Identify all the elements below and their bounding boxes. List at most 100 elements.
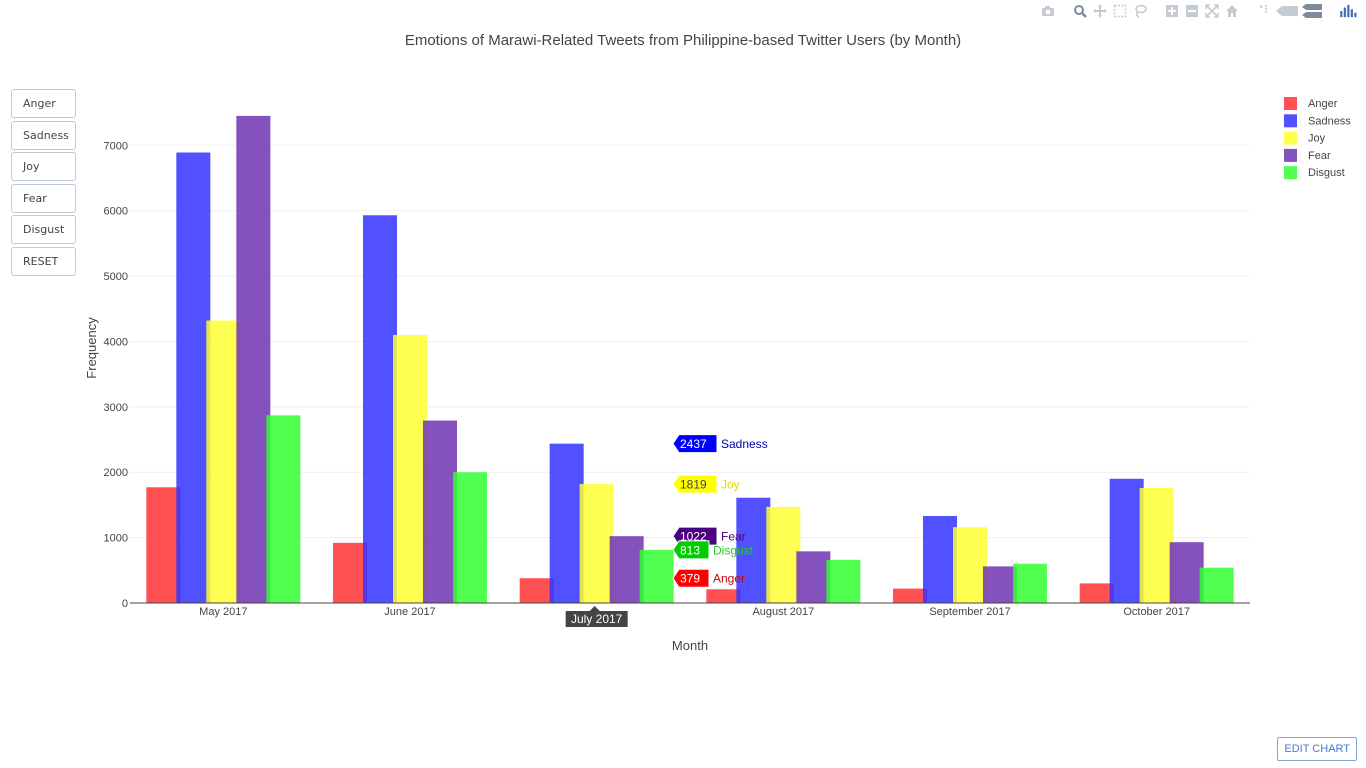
bar-fear (983, 566, 1017, 603)
legend-swatch (1284, 97, 1297, 110)
x-hover-label-box (565, 606, 628, 627)
tooltip-name: Fear (721, 530, 746, 544)
y-tick-label: 6000 (104, 206, 128, 218)
legend-label: Fear (1308, 150, 1331, 162)
bar-disgust (639, 549, 674, 603)
pan-icon[interactable] (1092, 3, 1108, 19)
tooltip-name: Joy (721, 478, 740, 492)
bar-joy (393, 334, 427, 603)
lasso-icon[interactable] (1132, 3, 1148, 19)
x-tick-label: August 2017 (752, 606, 814, 618)
tooltip-box (672, 474, 718, 494)
plotly-logo-icon[interactable] (1338, 3, 1360, 19)
edit-chart-button[interactable]: EDIT CHART (1277, 737, 1357, 761)
bar-fear (1169, 542, 1204, 603)
bar-sadness (1109, 478, 1144, 603)
tooltip-name: Anger (713, 572, 745, 586)
tooltip-name: Sadness (721, 437, 768, 451)
legend-swatch (1284, 131, 1297, 145)
fear-button[interactable]: Fear (11, 183, 76, 213)
tooltip-value: 379 (680, 572, 700, 586)
hover-tooltips: July 2017 2437 Sadness 1819 Joy 1022 Fear 813 Di… (565, 434, 768, 627)
tooltip-box (672, 434, 718, 454)
bar-anger (893, 588, 927, 603)
bar-disgust (826, 559, 861, 603)
disgust-button[interactable]: Disgust (11, 215, 76, 244)
bar-sadness (176, 152, 211, 603)
x-hover-label: July 2017 (571, 612, 623, 626)
bar-sadness (736, 497, 771, 603)
legend-label: Joy (1308, 133, 1326, 145)
x-axis-title: Month (672, 638, 708, 653)
tooltip-joy: 1819 Joy (672, 474, 740, 494)
bar-joy (1139, 487, 1174, 603)
y-tick-label: 1000 (104, 533, 128, 545)
bar-anger (146, 487, 181, 603)
tooltip-anger: 379 Anger (672, 568, 745, 588)
anger-button[interactable]: Anger (11, 89, 76, 118)
bar-joy (953, 527, 987, 603)
tooltip-sadness: 2437 Sadness (672, 434, 768, 454)
tooltip-value: 1819 (680, 478, 707, 492)
y-tick-label: 0 (122, 598, 128, 610)
bar-sadness (363, 215, 397, 603)
legend-label: Sadness (1308, 115, 1351, 127)
modebar (1026, 3, 1360, 19)
tooltip-box (672, 568, 710, 588)
legend-swatch (1284, 166, 1297, 180)
sadness-button[interactable]: Sadness (11, 120, 76, 150)
bar-joy (766, 506, 801, 603)
tooltip-value: 813 (680, 543, 700, 557)
camera-icon[interactable] (1040, 3, 1056, 19)
x-tick-label: June 2017 (384, 606, 435, 618)
legend-label: Anger (1308, 98, 1338, 110)
bar-disgust (1013, 563, 1047, 603)
bar-disgust (266, 415, 301, 603)
y-tick-label: 2000 (104, 467, 128, 479)
bar-sadness (923, 516, 957, 603)
hover-compare-icon[interactable] (1302, 3, 1322, 19)
bar-joy (579, 484, 614, 603)
spike-lines-icon[interactable] (1256, 3, 1272, 19)
tooltip-box (672, 540, 710, 560)
zoom-icon[interactable] (1072, 3, 1088, 19)
y-tick-label: 3000 (104, 402, 128, 414)
y-tick-label: 5000 (104, 271, 128, 283)
legend-swatch (1284, 148, 1297, 162)
x-tick-label: September 2017 (929, 606, 1010, 618)
zoom-in-icon[interactable] (1164, 3, 1180, 19)
reset-button[interactable]: RESET (11, 246, 76, 276)
bar-fear (796, 551, 831, 603)
box-select-icon[interactable] (1112, 3, 1128, 19)
tooltip-value: 2437 (680, 437, 707, 451)
bar-disgust (1199, 567, 1234, 603)
x-tick-label: May 2017 (199, 606, 247, 618)
y-tick-labels: 0 1000 2000 3000 4000 5000 6000 7000 (104, 140, 128, 610)
bar-fear (609, 536, 644, 603)
autoscale-icon[interactable] (1204, 3, 1220, 19)
y-tick-label: 4000 (104, 336, 128, 348)
tooltip-name: Disgust (713, 543, 754, 557)
bar-disgust (453, 472, 487, 603)
legend-swatch (1284, 114, 1297, 128)
home-icon[interactable] (1224, 3, 1240, 19)
bars (146, 115, 1234, 603)
joy-button[interactable]: Joy (11, 152, 76, 181)
bar-fear (423, 420, 457, 603)
emotion-filter-buttons: Anger Sadness Joy Fear Disgust RESET (11, 89, 76, 278)
tooltip-value: 1022 (680, 530, 707, 544)
x-tick-label: October 2017 (1123, 606, 1190, 618)
y-tick-label: 7000 (104, 140, 128, 152)
bar-anger (706, 589, 741, 603)
bar-joy (206, 320, 241, 603)
zoom-out-icon[interactable] (1184, 3, 1200, 19)
legend: Anger Sadness Joy Fear Disgust (1284, 97, 1351, 180)
y-axis-title: Frequency (84, 317, 99, 379)
legend-label: Disgust (1308, 167, 1345, 179)
hover-closest-icon[interactable] (1276, 3, 1298, 19)
bar-sadness (549, 443, 584, 603)
chart-title: Emotions of Marawi-Related Tweets from P… (405, 32, 961, 49)
bar-fear (236, 115, 271, 603)
bar-anger (333, 542, 367, 603)
